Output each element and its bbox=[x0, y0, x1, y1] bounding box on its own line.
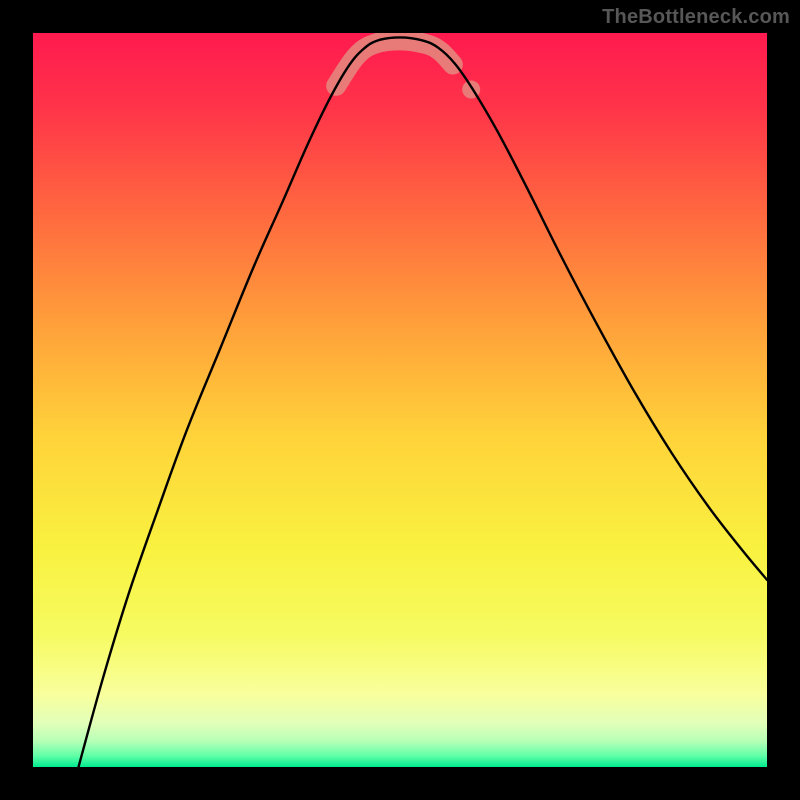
chart-container: TheBottleneck.com bbox=[0, 0, 800, 800]
plot-area bbox=[33, 33, 767, 767]
watermark-text: TheBottleneck.com bbox=[602, 6, 790, 29]
plot-svg bbox=[33, 33, 767, 767]
gradient-background bbox=[33, 33, 767, 767]
